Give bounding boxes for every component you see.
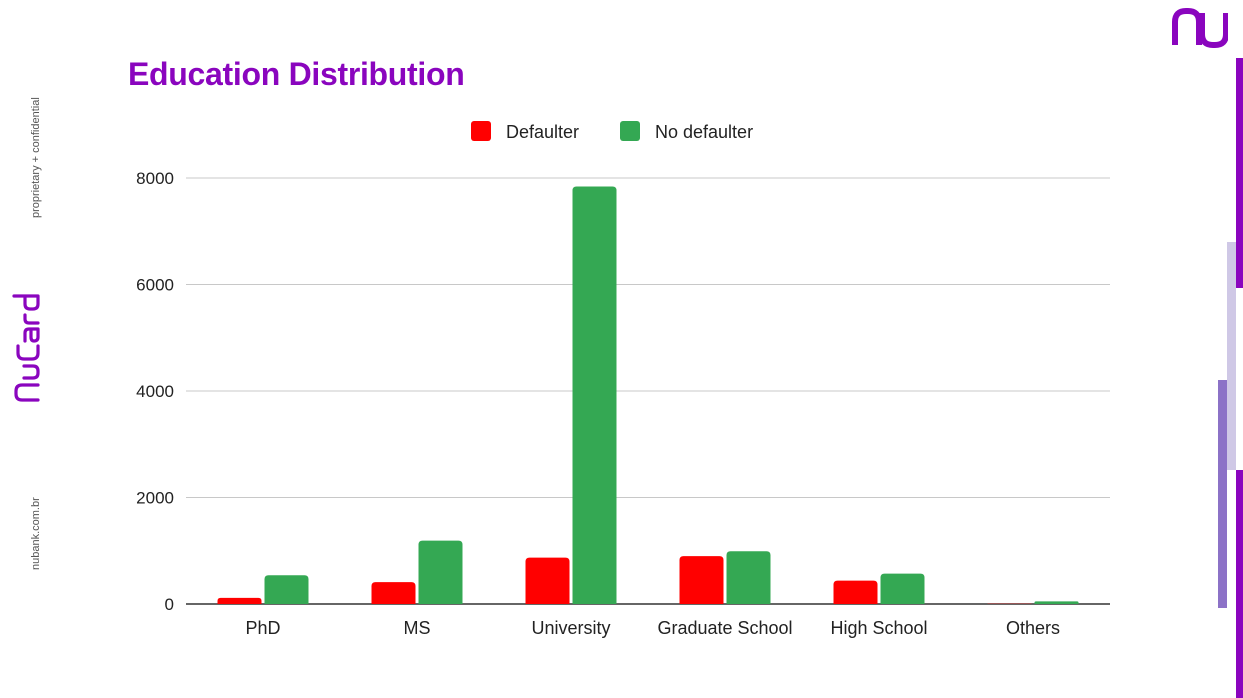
x-tick-label: University — [531, 618, 610, 638]
x-axis-ticks: PhD MS University Graduate School High Schoo… — [245, 618, 1060, 638]
bar-no-defaulter-ms — [418, 540, 463, 604]
bar-defaulter-phd — [217, 597, 262, 604]
bar-no-defaulter-others — [1034, 601, 1079, 604]
bar-no-defaulter-phd — [264, 575, 309, 604]
y-axis-ticks: 0 2000 4000 6000 8000 — [136, 169, 174, 614]
y-tick-label: 4000 — [136, 382, 174, 401]
chart-bars — [217, 186, 1079, 604]
bar-defaulter-ms — [371, 582, 416, 604]
nucard-logo — [12, 294, 40, 402]
accent-bar-bottom — [1236, 470, 1243, 698]
accent-bar-top — [1236, 58, 1243, 288]
x-tick-label: Others — [1006, 618, 1060, 638]
x-tick-label: MS — [404, 618, 431, 638]
chart-legend: Defaulter No defaulter — [471, 121, 753, 142]
bar-no-defaulter-high-school — [880, 573, 925, 604]
accent-bar-light — [1227, 242, 1236, 470]
bar-defaulter-graduate-school — [679, 556, 724, 604]
legend-swatch — [620, 121, 640, 141]
y-tick-label: 2000 — [136, 489, 174, 508]
y-tick-label: 6000 — [136, 276, 174, 295]
y-tick-label: 0 — [165, 595, 174, 614]
x-tick-label: Graduate School — [657, 618, 792, 638]
bar-no-defaulter-university — [572, 186, 617, 604]
legend-label: No defaulter — [655, 122, 753, 142]
bar-no-defaulter-graduate-school — [726, 551, 771, 604]
y-tick-label: 8000 — [136, 169, 174, 188]
legend-swatch — [471, 121, 491, 141]
x-tick-label: High School — [830, 618, 927, 638]
accent-bar-mid — [1218, 380, 1227, 608]
legend-label: Defaulter — [506, 122, 579, 142]
bar-defaulter-university — [525, 557, 570, 604]
page-title: Education Distribution — [128, 56, 465, 92]
x-tick-label: PhD — [245, 618, 280, 638]
bar-defaulter-high-school — [833, 580, 878, 604]
nu-logo — [1172, 8, 1228, 48]
chart-gridlines — [186, 177, 1110, 605]
